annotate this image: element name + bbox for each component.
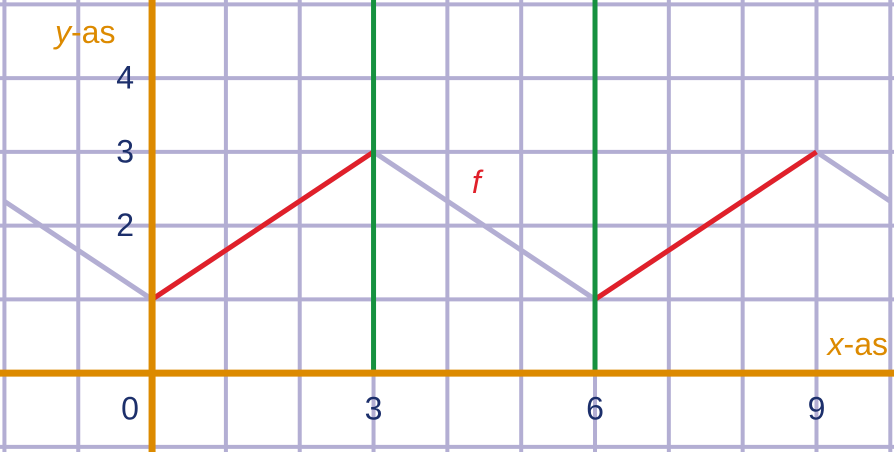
x-tick-label: 6: [586, 391, 604, 427]
y-tick-label: 2: [116, 207, 134, 243]
y-tick-label: 4: [116, 60, 134, 96]
y-tick-label: 3: [116, 133, 134, 169]
series-line: [593, 149, 818, 302]
x-axis-label-suffix: -as: [844, 327, 888, 363]
y-axis-label: y-as: [53, 14, 115, 50]
y-axis-label-var: y: [53, 14, 73, 50]
x-tick-label: 0: [121, 391, 139, 427]
x-tick-label: 9: [808, 391, 826, 427]
x-axis-label-var: x: [826, 327, 845, 363]
series-line: [150, 149, 375, 302]
x-tick-label: 3: [365, 391, 383, 427]
series-line: [3, 149, 892, 302]
y-axis-label-suffix: -as: [71, 14, 115, 50]
x-axis-label: x-as: [826, 327, 888, 363]
